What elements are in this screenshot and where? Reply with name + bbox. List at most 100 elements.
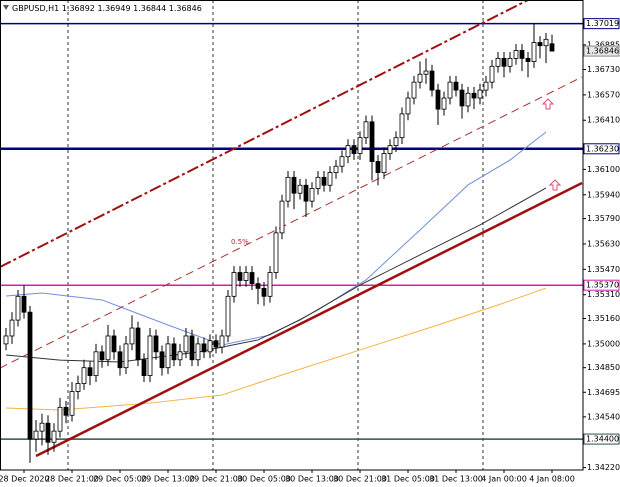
candle-body xyxy=(237,272,243,281)
candle-body xyxy=(177,351,183,361)
candle-body xyxy=(429,70,435,91)
x-tick-label: 4 Jan 00:00 xyxy=(481,475,527,484)
x-tick-label: 31 Dec 05:00 xyxy=(381,475,435,484)
candle-body xyxy=(225,295,231,337)
candle-body xyxy=(207,340,213,353)
candle-body xyxy=(147,335,153,377)
candle-body xyxy=(195,343,201,361)
candle-body xyxy=(219,335,225,348)
candle-body xyxy=(399,113,405,139)
y-tick-label: 1.36730 xyxy=(587,65,620,74)
plot-border xyxy=(0,0,584,471)
candle-body xyxy=(135,327,141,361)
level-label: 1.35370 xyxy=(586,281,619,290)
candle-body xyxy=(213,340,219,348)
candle-body xyxy=(351,145,357,154)
level-label-box xyxy=(583,18,620,30)
candle-body xyxy=(363,121,369,139)
y-tick-label: 1.34850 xyxy=(587,363,620,372)
x-tick-label: 4 Jan 08:00 xyxy=(529,475,575,484)
moving-average xyxy=(5,187,547,363)
level-label: 1.37019 xyxy=(586,19,619,28)
level-label: 1.34400 xyxy=(586,435,619,444)
close: 1.36846 xyxy=(169,4,202,13)
candle-body xyxy=(489,65,495,83)
candle-body xyxy=(417,73,423,83)
open: 1.36892 xyxy=(62,4,95,13)
y-tick-label: 1.34220 xyxy=(587,463,620,472)
y-tick-label: 1.35160 xyxy=(587,314,620,323)
plot-area: 0.5% xyxy=(0,0,583,463)
moving-average xyxy=(5,287,547,411)
candle-body xyxy=(459,89,465,107)
candle-body xyxy=(81,367,87,384)
candle-body xyxy=(111,335,117,353)
candle-body xyxy=(531,42,537,62)
trend-line xyxy=(0,76,583,369)
candle-body xyxy=(297,184,303,194)
candle-body xyxy=(21,295,27,313)
candle-body xyxy=(9,319,15,337)
candle-body xyxy=(309,188,315,202)
x-tick-label: 29 Dec 05:00 xyxy=(93,475,147,484)
candle-body xyxy=(249,272,255,285)
price-label: 1.36846 xyxy=(586,47,619,56)
candle-body xyxy=(435,89,441,110)
candle-body xyxy=(129,327,135,345)
candle-body xyxy=(261,287,267,297)
candle-body xyxy=(327,172,333,186)
candle-body xyxy=(27,311,33,440)
y-tick-label: 1.35630 xyxy=(587,239,620,248)
candle-body xyxy=(333,165,339,173)
candle-body xyxy=(369,121,375,162)
candle-body xyxy=(513,50,519,59)
candle-body xyxy=(93,351,99,377)
candle-body xyxy=(189,335,195,361)
y-tick-label: 1.36410 xyxy=(587,116,620,125)
candle-body xyxy=(273,232,279,273)
candle-body xyxy=(201,343,207,353)
x-tick-label: 30 Dec 13:00 xyxy=(285,475,339,484)
candle-body xyxy=(15,295,21,321)
candle-body xyxy=(3,335,9,345)
candle-body xyxy=(345,145,351,158)
candle-body xyxy=(87,367,93,377)
separators xyxy=(67,0,484,470)
candle-body xyxy=(423,70,429,75)
symbol-icon xyxy=(3,5,9,10)
arrow-icon xyxy=(541,98,555,110)
trend-line xyxy=(0,0,529,268)
x-tick-label: 28 Dec 21:00 xyxy=(45,475,99,484)
candle-body xyxy=(99,351,105,361)
candle-body xyxy=(75,383,81,392)
candle-body xyxy=(357,137,363,154)
candle-body xyxy=(501,57,507,67)
candle-body xyxy=(57,406,63,432)
candle-body xyxy=(69,391,75,416)
candle-body xyxy=(321,176,327,186)
x-tick-label: 30 Dec 05:00 xyxy=(237,475,291,484)
candle-body xyxy=(477,89,483,99)
candle-body xyxy=(231,272,237,297)
candle-body xyxy=(465,92,471,107)
candle-body xyxy=(39,422,45,432)
candle-body xyxy=(315,176,321,189)
level-label-box xyxy=(583,143,620,155)
candle-body xyxy=(291,176,297,194)
trend-line xyxy=(35,181,583,458)
candle-body xyxy=(63,406,69,416)
candle-body xyxy=(51,430,57,443)
candle-body xyxy=(171,343,177,361)
candle-body xyxy=(543,38,549,47)
candle-body xyxy=(255,283,261,289)
candle-body xyxy=(393,137,399,147)
y-tick-label: 1.35000 xyxy=(587,339,620,348)
candle-body xyxy=(537,42,543,47)
y-tick-label: 1.34540 xyxy=(587,412,620,421)
candle-body xyxy=(507,57,513,67)
candle-body xyxy=(183,335,189,353)
candle-body xyxy=(453,81,459,91)
arrow-icon xyxy=(548,179,562,191)
candle-body xyxy=(285,176,291,202)
x-tick-label: 30 Dec 21:00 xyxy=(333,475,387,484)
